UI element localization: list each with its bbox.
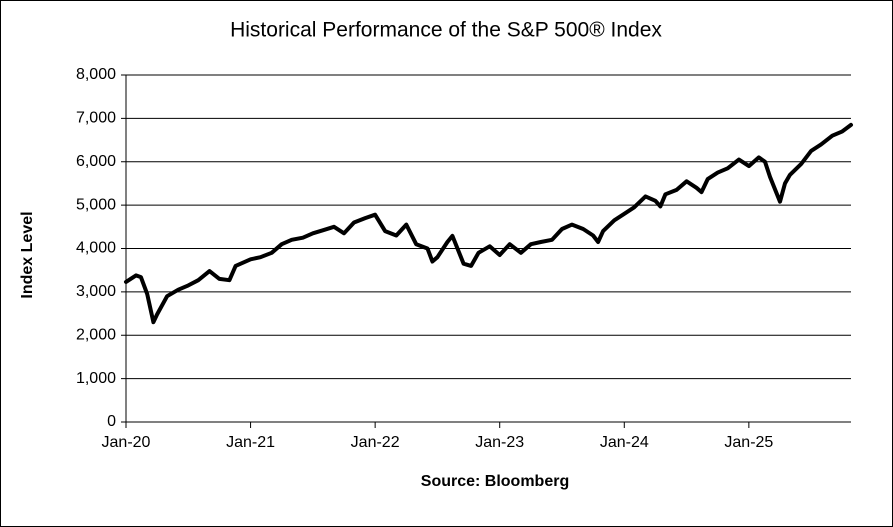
chart-title: Historical Performance of the S&P 500® I… <box>230 19 662 42</box>
y-tick-label: 4,000 <box>76 240 116 257</box>
y-tick-label: 2,000 <box>76 326 116 343</box>
x-tick-label: Jan-20 <box>102 434 151 451</box>
y-tick-label: 6,000 <box>76 153 116 170</box>
x-tick-label: Jan-21 <box>226 434 275 451</box>
x-tick-label: Jan-22 <box>351 434 400 451</box>
y-tick-label: 1,000 <box>76 370 116 387</box>
x-tick-label: Jan-25 <box>724 434 773 451</box>
line-series <box>124 122 853 325</box>
x-tick-label: Jan-23 <box>475 434 524 451</box>
x-tick-label: Jan-24 <box>600 434 649 451</box>
y-tick-label: 8,000 <box>76 66 116 83</box>
y-tick-label: 0 <box>107 413 116 430</box>
y-axis-title: Index Level <box>19 211 36 298</box>
x-axis-title: Source: Bloomberg <box>421 473 569 490</box>
y-tick-label: 3,000 <box>76 283 116 300</box>
y-tick-label: 5,000 <box>76 196 116 213</box>
y-tick-label: 7,000 <box>76 110 116 127</box>
